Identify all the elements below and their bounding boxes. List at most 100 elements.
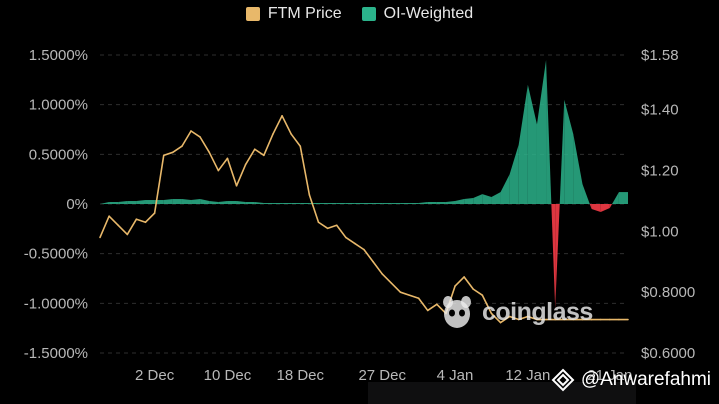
oi-segment [163, 199, 173, 204]
price-segment [235, 163, 247, 187]
left-tick-label: 1.5000% [29, 47, 88, 64]
price-segment [244, 148, 256, 166]
legend-price[interactable]: FTM Price [245, 5, 342, 23]
x-tick-label: 12 Jan [505, 367, 550, 384]
price-segment [181, 130, 192, 148]
price-segment [390, 282, 402, 293]
price-segment [463, 276, 475, 290]
oi-segment [500, 174, 510, 204]
price-segment [508, 315, 520, 321]
oi-segment [354, 203, 364, 204]
price-segment [272, 115, 283, 135]
oi-segment [455, 199, 465, 204]
oi-segment [373, 203, 383, 204]
price-swatch [245, 7, 260, 21]
right-axis: $1.58 $1.40 $1.20 $1.00 $0.8000 $0.6000 [641, 47, 695, 362]
price-segment [226, 157, 238, 187]
oi-segment [282, 203, 292, 204]
oi-segment [391, 203, 401, 204]
price-segment [499, 315, 511, 324]
oi-segment [327, 203, 337, 204]
right-tick-label: $1.58 [641, 47, 679, 64]
oi-segment [136, 200, 146, 204]
price-segment [490, 312, 502, 324]
price-segment [281, 115, 292, 135]
oi-segment [291, 203, 301, 204]
right-tick-label: $1.20 [641, 163, 679, 180]
price-segment [172, 145, 183, 154]
oi-segment [436, 202, 446, 204]
oi-segment [409, 203, 419, 204]
oi-segment [245, 202, 255, 204]
price-segment [217, 157, 229, 172]
handle-text: @Anwarefahmi [580, 369, 711, 390]
oi-segment [555, 204, 560, 309]
oi-segment [546, 59, 552, 204]
left-tick-label: 0.5000% [29, 146, 88, 163]
oi-segment [509, 144, 519, 204]
oi-segment [612, 192, 619, 204]
oi-segment [527, 84, 537, 204]
price-segment [344, 236, 356, 245]
oi-segment [100, 202, 110, 204]
left-tick-label: 1.0000% [29, 97, 88, 114]
x-tick-label: 10 Dec [204, 367, 252, 384]
oi-segment [473, 194, 483, 204]
price-segment [199, 136, 211, 154]
legend-price-label: FTM Price [267, 5, 342, 22]
price-segment [381, 273, 393, 284]
price-segment [426, 303, 438, 312]
footer-strip [368, 382, 636, 404]
price-segment [190, 130, 201, 138]
oi-segment [573, 134, 583, 204]
oi-segment [263, 203, 273, 204]
oi-segment [464, 198, 474, 204]
price-segment [527, 315, 538, 321]
price-segment [162, 151, 174, 157]
price-segment [472, 288, 484, 297]
oi-segment [191, 199, 201, 204]
price-segment [363, 248, 374, 263]
price-segment [354, 242, 365, 251]
legend-oi[interactable]: OI-Weighted [361, 5, 474, 23]
price-segment [399, 291, 411, 297]
oi-segment [300, 203, 310, 204]
oi-segment [482, 194, 492, 204]
oi-segment [209, 201, 219, 204]
x-tick-label: 21 Jan [587, 367, 632, 384]
oi-segment [518, 84, 528, 204]
oi-segment [227, 201, 237, 204]
price-segment [99, 215, 110, 239]
oi-segment [200, 199, 210, 204]
x-tick-label: 18 Dec [277, 367, 325, 384]
oi-segment [582, 184, 590, 204]
price-segment [299, 145, 311, 196]
left-tick-label: -0.5000% [24, 246, 88, 263]
right-tick-label: $1.40 [641, 102, 679, 119]
left-tick-label: -1.0000% [24, 295, 88, 312]
legend-oi-label: OI-Weighted [383, 5, 474, 22]
oi-segment [591, 204, 601, 212]
price-segment [117, 224, 129, 236]
oi-segment [318, 203, 328, 204]
oi-segment [551, 204, 556, 309]
oi-segment [336, 203, 346, 204]
price-segment [517, 315, 529, 321]
right-tick-label: $1.00 [641, 223, 679, 240]
oi-segment [127, 201, 137, 204]
oi-segment [618, 192, 628, 204]
oi-swatch [361, 7, 376, 21]
left-tick-label: 0% [66, 196, 88, 213]
price-segment [372, 260, 384, 275]
oi-segment [589, 204, 592, 209]
legend: FTM Price OI-Weighted [0, 5, 719, 23]
oi-segment [418, 202, 428, 204]
coinglass-watermark: coinglass [440, 292, 593, 332]
oi-segment [118, 201, 128, 204]
x-axis: 2 Dec 10 Dec 18 Dec 27 Dec 4 Jan 12 Jan 21 Jan [135, 367, 632, 384]
right-tick-label: $0.6000 [641, 345, 695, 362]
oi-segment [427, 202, 437, 204]
price-segment [263, 133, 274, 157]
left-axis: 1.5000% 1.0000% 0.5000% 0% -0.5000% -1.0000% -… [24, 47, 88, 362]
